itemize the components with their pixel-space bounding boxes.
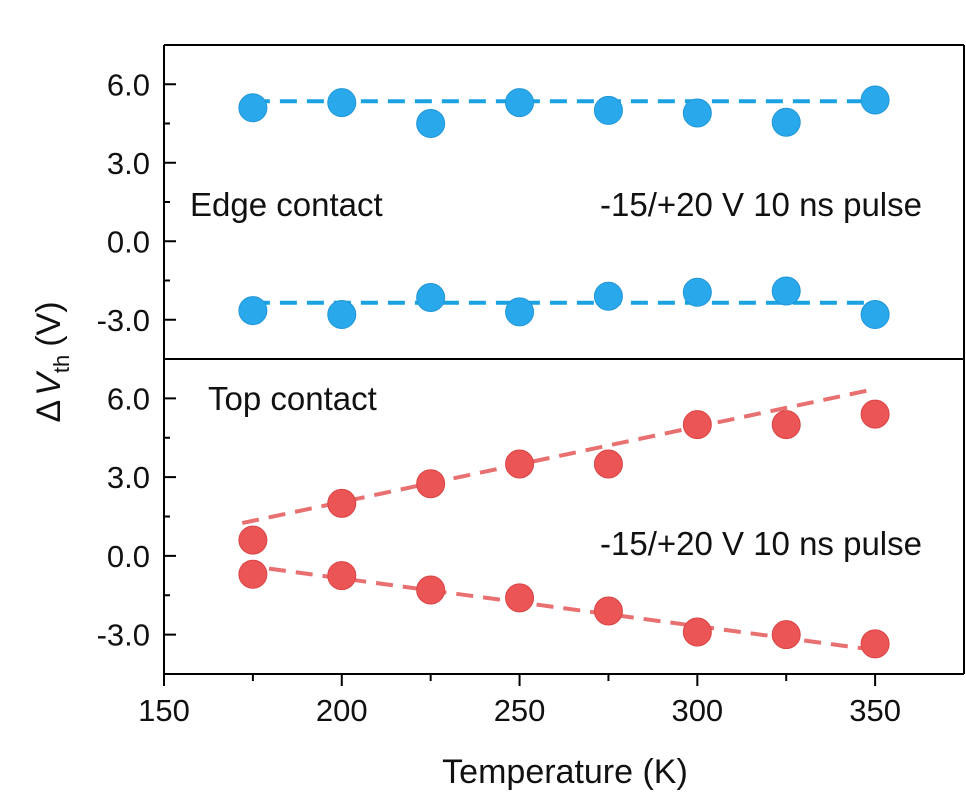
- edge-point-s0-5: [682, 98, 712, 128]
- top-contact-label: Top contact: [208, 380, 377, 417]
- top-point-s0-1: [327, 488, 357, 518]
- top-y-tick-label-2: 3.0: [107, 460, 150, 495]
- edge-point-s1-2: [416, 283, 446, 313]
- edge-point-s0-0: [238, 93, 268, 123]
- top-point-s0-6: [771, 410, 801, 440]
- edge-point-s1-5: [682, 277, 712, 307]
- edge-y-tick-label-2: 3.0: [107, 146, 150, 181]
- top-point-s1-4: [593, 596, 623, 626]
- y-axis-title-var: V: [30, 370, 68, 396]
- top-point-s1-5: [682, 617, 712, 647]
- top-point-s1-0: [238, 559, 268, 589]
- top-point-s1-1: [327, 561, 357, 591]
- top-point-s1-7: [860, 629, 890, 659]
- edge-contact-label: Edge contact: [190, 186, 383, 223]
- top-point-s1-2: [416, 575, 446, 605]
- x-axis-title: Temperature (K): [442, 753, 688, 791]
- top-pulse-label: -15/+20 V 10 ns pulse: [600, 525, 922, 562]
- edge-point-s1-1: [327, 300, 357, 330]
- edge-point-s1-4: [593, 281, 623, 311]
- y-axis-title-sub: th: [49, 355, 74, 373]
- x-tick-label-2: 250: [494, 693, 546, 728]
- top-point-s0-3: [505, 449, 535, 479]
- top-point-s0-7: [860, 399, 890, 429]
- top-point-s0-4: [593, 449, 623, 479]
- edge-point-s1-0: [238, 296, 268, 326]
- top-point-s0-5: [682, 410, 712, 440]
- top-y-tick-label-1: 0.0: [107, 539, 150, 574]
- top-point-s1-3: [505, 583, 535, 613]
- edge-point-s0-2: [416, 109, 446, 138]
- top-fit-line-1: [241, 563, 869, 652]
- edge-y-tick-label-1: 0.0: [107, 224, 150, 259]
- edge-point-s0-7: [860, 85, 890, 115]
- edge-point-s0-1: [327, 88, 357, 118]
- edge-point-s0-3: [505, 88, 535, 118]
- plot-frame: [163, 44, 965, 675]
- edge-point-s0-6: [771, 107, 801, 137]
- top-y-tick-label-3: 6.0: [107, 381, 150, 416]
- top-point-s0-2: [416, 469, 446, 499]
- y-axis-title-prefix: Δ: [30, 400, 68, 423]
- edge-y-tick-label-0: -3.0: [97, 303, 150, 338]
- edge-pulse-label: -15/+20 V 10 ns pulse: [600, 186, 922, 223]
- top-point-s0-0: [238, 525, 268, 555]
- x-tick-label-0: 150: [138, 693, 190, 728]
- top-y-tick-label-0: -3.0: [97, 618, 150, 653]
- x-tick-label-1: 200: [316, 693, 368, 728]
- axis-ticks: [163, 83, 877, 686]
- edge-point-s1-6: [771, 276, 801, 306]
- edge-point-s1-7: [860, 300, 890, 330]
- fit-lines: [241, 99, 876, 652]
- tick-labels: -3.0 0.0 3.0 6.0 -3.0 0.0 3.0 6.0 150 200 250 300 35…: [97, 67, 901, 728]
- top-point-s1-6: [771, 620, 801, 650]
- y-axis-title-unit: (V): [30, 301, 68, 346]
- edge-point-s0-4: [593, 95, 623, 125]
- edge-point-s1-3: [505, 297, 535, 327]
- y-axis-title: ΔVth (V): [30, 301, 74, 422]
- data-points: [238, 85, 890, 659]
- x-tick-label-3: 300: [671, 693, 723, 728]
- edge-y-tick-label-3: 6.0: [107, 67, 150, 102]
- x-tick-label-4: 350: [849, 693, 901, 728]
